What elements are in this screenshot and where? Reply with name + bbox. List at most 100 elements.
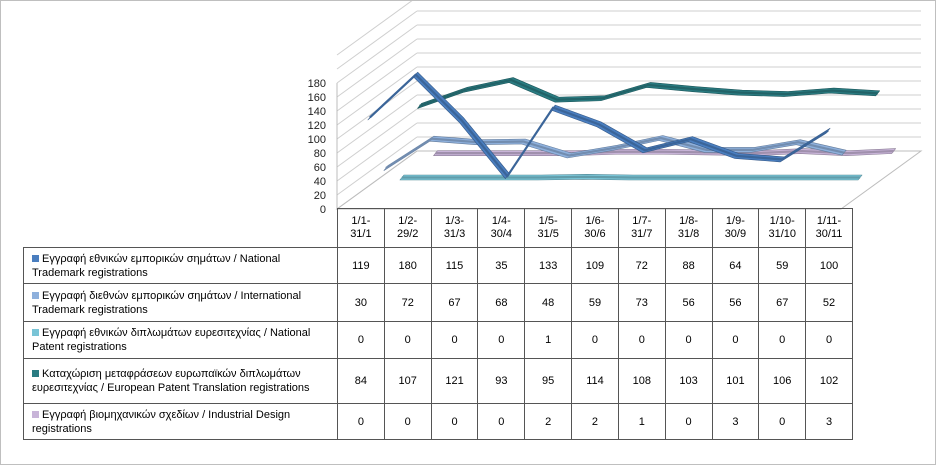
data-value: 101: [711, 358, 760, 404]
y-tick-label: 40: [314, 176, 326, 188]
category-label: 1/1- 31/1: [337, 208, 385, 248]
data-value: 0: [383, 403, 432, 440]
category-label: 1/5- 31/5: [524, 208, 573, 248]
data-value: 3: [711, 403, 760, 440]
y-tick-label: 80: [314, 148, 326, 160]
category-label: 1/3- 31/3: [430, 208, 479, 248]
series-2-line: [401, 175, 861, 179]
category-label: 1/8- 31/8: [664, 208, 713, 248]
table-row: Εγγραφή εθνικών εμπορικών σημάτων / Nati…: [23, 247, 853, 284]
data-value: 0: [430, 403, 479, 440]
data-value: 95: [524, 358, 573, 404]
table-row: Εγγραφή εθνικών διπλωμάτων ευρεσιτεχνίας…: [23, 321, 853, 359]
data-value: 0: [571, 321, 619, 359]
data-value: 109: [571, 247, 619, 284]
category-label: 1/10- 31/10: [758, 208, 807, 248]
side-grid-line: [336, 66, 418, 126]
data-value: 56: [664, 283, 713, 322]
legend-swatch: [32, 410, 39, 418]
data-value: 0: [383, 321, 432, 359]
data-value: 103: [664, 358, 713, 404]
data-value: 0: [758, 321, 807, 359]
side-grid-line: [336, 52, 418, 112]
data-value: 0: [711, 321, 760, 359]
category-label-text: 1/4- 30/4: [490, 215, 513, 240]
series-name: Εγγραφή εθνικών διπλωμάτων ευρεσιτεχνίας…: [32, 327, 311, 353]
data-value: 73: [617, 283, 666, 322]
side-grid-line: [336, 122, 418, 182]
side-grid-line: [336, 10, 418, 70]
side-grid-line: [336, 24, 418, 84]
data-value: 2: [571, 403, 619, 440]
y-tick-label: 120: [308, 120, 326, 132]
category-label-text: 1/11- 30/11: [815, 215, 843, 240]
data-value: 0: [430, 321, 479, 359]
data-value: 100: [805, 247, 853, 284]
series-name: Εγγραφή διεθνών εμπορικών σημάτων / Inte…: [32, 289, 302, 316]
table-corner: [23, 208, 338, 248]
series-name: Καταχώριση μεταφράσεων ευρωπαϊκών διπλωμ…: [32, 368, 310, 394]
data-value: 107: [383, 358, 432, 404]
data-value: 2: [524, 403, 573, 440]
data-value: 72: [383, 283, 432, 322]
data-value: 35: [477, 247, 526, 284]
data-value: 48: [524, 283, 573, 322]
series-name: Εγγραφή βιομηχανικών σχεδίων / Industria…: [32, 408, 291, 435]
side-grid-line: [336, 136, 418, 196]
data-value: 68: [477, 283, 526, 322]
series-name: Εγγραφή εθνικών εμπορικών σημάτων / Nati…: [32, 252, 281, 279]
data-value: 93: [477, 358, 526, 404]
data-value: 1: [524, 321, 573, 359]
side-grid-line: [336, 94, 418, 154]
y-tick-label: 140: [308, 106, 326, 118]
data-value: 0: [337, 321, 385, 359]
category-label-text: 1/5- 31/5: [537, 215, 559, 240]
series-3-line: [419, 78, 878, 107]
category-label-text: 1/7- 31/7: [631, 215, 653, 240]
category-label-text: 1/2- 29/2: [397, 215, 419, 240]
data-value: 30: [337, 283, 385, 322]
category-label: 1/4- 30/4: [477, 208, 526, 248]
y-tick-label: 60: [314, 162, 326, 174]
y-tick-label: 100: [308, 134, 326, 146]
data-value: 3: [805, 403, 853, 440]
data-value: 0: [758, 403, 807, 440]
category-label: 1/11- 30/11: [805, 208, 853, 248]
category-label: 1/6- 30/6: [571, 208, 619, 248]
data-value: 119: [337, 247, 385, 284]
data-value: 106: [758, 358, 807, 404]
legend-swatch: [32, 329, 39, 336]
category-label-text: 1/10- 31/10: [768, 215, 796, 240]
data-value: 67: [430, 283, 479, 322]
data-value: 52: [805, 283, 853, 322]
data-value: 59: [758, 247, 807, 284]
side-grid-line: [336, 108, 418, 168]
category-label-text: 1/1- 31/1: [350, 215, 372, 240]
data-value: 121: [430, 358, 479, 404]
legend-swatch: [32, 291, 39, 299]
y-tick-label: 20: [314, 190, 326, 202]
side-grid-line: [336, 38, 418, 98]
category-label: 1/9- 30/9: [711, 208, 760, 248]
table-row: Εγγραφή βιομηχανικών σχεδίων / Industria…: [23, 403, 853, 440]
category-label: 1/7- 31/7: [617, 208, 666, 248]
legend-swatch: [32, 254, 39, 262]
data-value: 72: [617, 247, 666, 284]
data-value: 0: [664, 403, 713, 440]
data-value: 84: [337, 358, 385, 404]
data-value: 0: [477, 403, 526, 440]
data-value: 0: [805, 321, 853, 359]
legend-entry: Εγγραφή εθνικών διπλωμάτων ευρεσιτεχνίας…: [23, 321, 338, 359]
data-value: 0: [337, 403, 385, 440]
table-row: Εγγραφή διεθνών εμπορικών σημάτων / Inte…: [23, 283, 853, 322]
category-label-text: 1/6- 30/6: [584, 215, 606, 240]
data-value: 0: [477, 321, 526, 359]
data-value: 133: [524, 247, 573, 284]
y-tick-label: 160: [308, 92, 326, 104]
data-value: 180: [383, 247, 432, 284]
data-value: 64: [711, 247, 760, 284]
data-value: 59: [571, 283, 619, 322]
data-value: 56: [711, 283, 760, 322]
